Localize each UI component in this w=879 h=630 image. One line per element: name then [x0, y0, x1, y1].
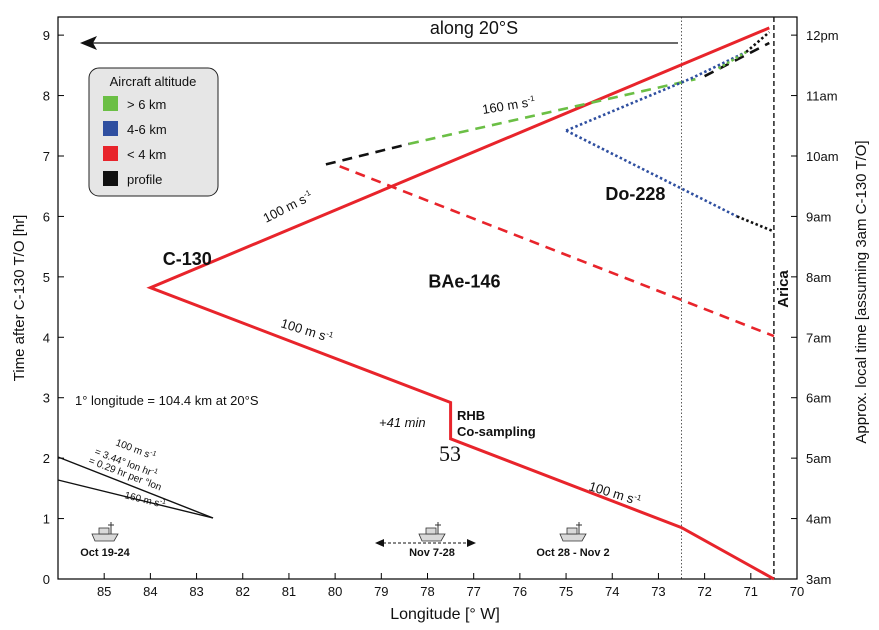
- ship-icon: [418, 522, 446, 542]
- ship-hull: [418, 533, 446, 542]
- aircraft-label: Do-228: [605, 184, 665, 204]
- ship-cabin: [98, 527, 110, 535]
- aircraft-label: BAe-146: [428, 272, 500, 292]
- legend-label: > 6 km: [127, 97, 166, 112]
- speed-label-bae146: 160 m s-1: [481, 94, 537, 117]
- x-tick-label: 78: [420, 584, 434, 599]
- ship-range-arrow-right: [467, 539, 476, 547]
- legend-label: 4-6 km: [127, 122, 167, 137]
- x-axis-label: Longitude [° W]: [390, 606, 500, 623]
- y-right-tick-label: 11am: [806, 89, 838, 104]
- legend-swatch: [103, 121, 118, 136]
- y-right-tick-label: 3am: [806, 572, 831, 587]
- legend-label: profile: [127, 172, 162, 187]
- arica-label: Arica: [775, 270, 792, 308]
- y-tick-label: 2: [43, 451, 50, 466]
- x-tick-label: 75: [559, 584, 573, 599]
- y-tick-label: 5: [43, 270, 50, 285]
- speed-label-c130-lower: 100 m s-1: [587, 479, 643, 509]
- ship-markers: Oct 19-24 Nov 7-28 Oct 28 - Nov 2: [80, 522, 610, 559]
- y-tick-label: 1: [43, 512, 50, 527]
- legend-label: < 4 km: [127, 147, 166, 162]
- along-label: along 20°S: [430, 18, 518, 38]
- x-tick-label: 71: [744, 584, 758, 599]
- co-sampling-label: Co-sampling: [457, 424, 536, 439]
- ship-hull: [559, 533, 587, 542]
- speed-scale-wedge: [57, 456, 214, 519]
- legend-box: [88, 67, 219, 197]
- series-bae-146-1: [339, 165, 775, 338]
- y-right-tick-label: 5am: [806, 451, 831, 466]
- ship-date-label: Nov 7-28: [409, 547, 455, 559]
- aircraft-label: C-130: [163, 249, 212, 269]
- x-tick-label: 76: [513, 584, 527, 599]
- scale-label-4: 160 m s-1: [123, 489, 167, 511]
- wait-label: +41 min: [379, 415, 426, 430]
- series-bae-146-4: [704, 41, 770, 78]
- x-tick-label: 85: [97, 584, 111, 599]
- x-tick-label: 80: [328, 584, 342, 599]
- series-layer: [146, 26, 775, 581]
- ship-range-arrow-left: [375, 539, 384, 547]
- x-tick-label: 70: [790, 584, 804, 599]
- x-tick-label: 84: [143, 584, 157, 599]
- aircraft-labels: C-130 BAe-146 Do-228: [163, 184, 666, 292]
- ship-cabin: [425, 527, 437, 535]
- y-axis-label-left: Time after C-130 T/O [hr]: [11, 215, 28, 382]
- legend-swatch: [103, 96, 118, 111]
- x-tick-label: 73: [651, 584, 665, 599]
- x-tick-label: 77: [466, 584, 480, 599]
- y-tick-label: 7: [43, 149, 50, 164]
- direction-arrow: [80, 36, 678, 50]
- x-tick-label: 79: [374, 584, 388, 599]
- y-right-tick-label: 7am: [806, 330, 831, 345]
- series-bae-146-3: [408, 77, 696, 146]
- conversion-note: 1° longitude = 104.4 km at 20°S: [75, 393, 259, 408]
- y-tick-label: 4: [43, 330, 50, 345]
- axis-ticks: 85 84 83 82 81 80 79 78 77 76 75 74 73 72 71 7001234567…: [43, 28, 839, 599]
- x-tick-label: 74: [605, 584, 619, 599]
- reference-lines: [681, 17, 775, 579]
- ship-date-label: Oct 19-24: [80, 547, 130, 559]
- series-do-228-7: [745, 31, 771, 53]
- ship-hull: [91, 533, 119, 542]
- series-bae-146-2: [325, 142, 410, 166]
- rhb-label: RHB: [457, 408, 485, 423]
- x-tick-label: 81: [282, 584, 296, 599]
- y-tick-label: 8: [43, 89, 50, 104]
- x-tick-label: 83: [189, 584, 203, 599]
- y-tick-label: 0: [43, 572, 50, 587]
- y-right-tick-label: 12pm: [806, 28, 839, 43]
- series-do-228-6: [717, 50, 747, 70]
- legend-title: Aircraft altitude: [110, 74, 197, 89]
- ship-cabin: [566, 527, 578, 535]
- y-right-tick-label: 6am: [806, 391, 831, 406]
- x-tick-label: 82: [236, 584, 250, 599]
- point-53-label: 53: [439, 441, 461, 466]
- series-do-228-8: [565, 129, 738, 218]
- y-right-tick-label: 8am: [806, 270, 831, 285]
- series-do-228-9: [736, 215, 775, 233]
- y-tick-label: 9: [43, 28, 50, 43]
- x-tick-label: 72: [697, 584, 711, 599]
- y-tick-label: 6: [43, 209, 50, 224]
- legend-swatch: [103, 146, 118, 161]
- y-axis-label-right: Approx. local time [assuming 3am C-130 T…: [853, 140, 870, 443]
- y-right-tick-label: 10am: [806, 149, 839, 164]
- legend: Aircraft altitude > 6 km 4-6 km < 4 km prof…: [88, 67, 219, 197]
- y-tick-label: 3: [43, 391, 50, 406]
- ship-date-label: Oct 28 - Nov 2: [536, 547, 609, 559]
- ship-icon: [91, 522, 119, 542]
- series-do-228-5: [565, 50, 747, 132]
- ship-icon: [559, 522, 587, 542]
- speed-label-c130-upper: 100 m s-1: [261, 188, 316, 226]
- legend-swatch: [103, 171, 118, 186]
- series-c-130-0: [146, 26, 775, 581]
- y-right-tick-label: 9am: [806, 209, 831, 224]
- y-right-tick-label: 4am: [806, 512, 831, 527]
